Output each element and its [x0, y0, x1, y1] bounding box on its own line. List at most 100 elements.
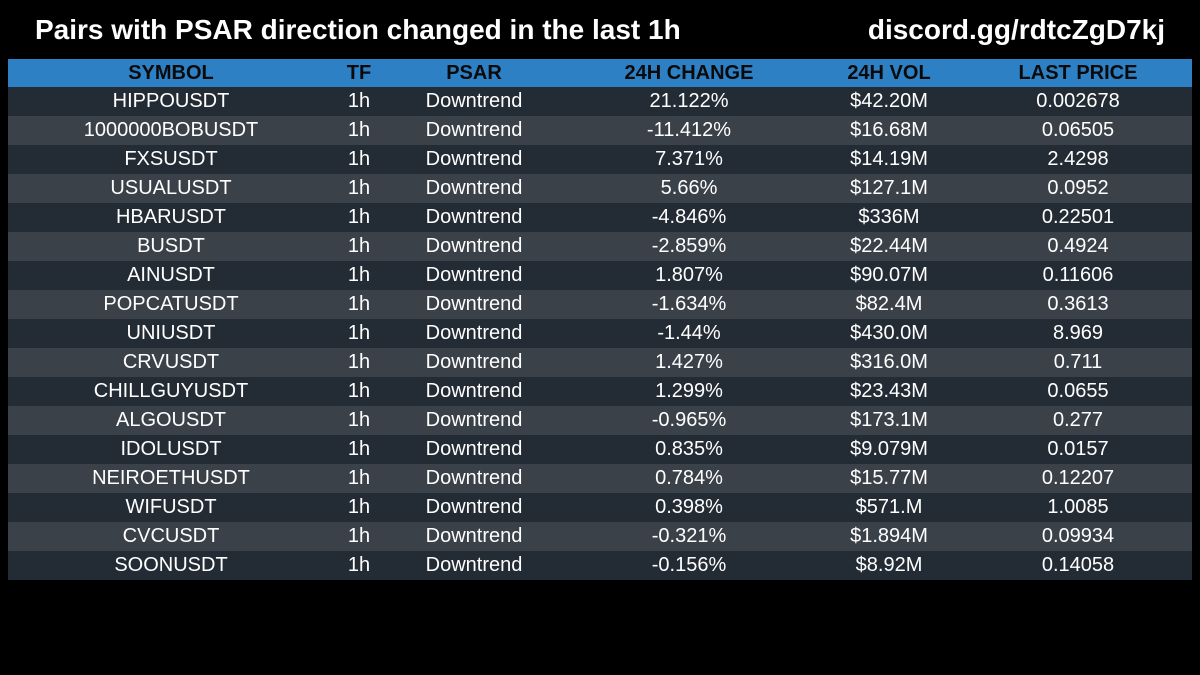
cell-24h-change: 21.122%: [649, 90, 729, 112]
table-row[interactable]: SOONUSDT 1h Downtrend -0.156% $8.92M 0.14058: [8, 551, 1192, 580]
cell-last-price: 8.969: [1052, 322, 1104, 344]
cell-last-price: 0.0655: [1047, 380, 1109, 402]
cell-24h-vol: $15.77M: [850, 467, 928, 489]
cell-24h-change: -11.412%: [646, 119, 732, 141]
cell-last-price: 0.12207: [1041, 467, 1115, 489]
cell-last-price: 0.14058: [1041, 554, 1115, 576]
discord-link[interactable]: discord.gg/rdtcZgD7kj: [867, 14, 1165, 45]
cell-24h-vol: $23.43M: [850, 380, 928, 402]
cell-psar: Downtrend: [425, 90, 523, 112]
cell-last-price: 0.0952: [1047, 177, 1109, 199]
cell-symbol: POPCATUSDT: [103, 293, 239, 315]
table-row[interactable]: CHILLGUYUSDT 1h Downtrend 1.299% $23.43M 0.06…: [8, 377, 1192, 406]
cell-psar: Downtrend: [425, 322, 523, 344]
cell-tf: 1h: [347, 409, 371, 431]
cell-symbol: ALGOUSDT: [115, 409, 227, 431]
cell-psar: Downtrend: [425, 380, 523, 402]
cell-symbol: 1000000BOBUSDT: [83, 119, 259, 141]
cell-symbol: CRVUSDT: [122, 351, 220, 373]
cell-24h-change: 1.299%: [655, 380, 723, 402]
table-row[interactable]: CVCUSDT 1h Downtrend -0.321% $1.894M 0.09934: [8, 522, 1192, 551]
cell-tf: 1h: [347, 525, 371, 547]
cell-24h-vol: $16.68M: [850, 119, 928, 141]
cell-tf: 1h: [347, 90, 371, 112]
cell-tf: 1h: [347, 322, 371, 344]
cell-tf: 1h: [347, 264, 371, 286]
column-header-last-price[interactable]: LAST PRICE: [1018, 61, 1138, 84]
table-row[interactable]: 1000000BOBUSDT 1h Downtrend -11.412% $16.68M…: [8, 116, 1192, 145]
cell-24h-change: 0.835%: [655, 438, 723, 460]
cell-psar: Downtrend: [425, 177, 523, 199]
cell-24h-change: -0.321%: [651, 525, 727, 547]
cell-24h-change: -1.634%: [651, 293, 727, 315]
cell-symbol: BUSDT: [137, 235, 205, 257]
column-header-symbol[interactable]: SYMBOL: [128, 61, 214, 84]
cell-24h-vol: $1.894M: [850, 525, 928, 547]
table-row[interactable]: CRVUSDT 1h Downtrend 1.427% $316.0M 0.711: [8, 348, 1192, 377]
cell-symbol: WIFUSDT: [125, 496, 217, 518]
cell-psar: Downtrend: [425, 496, 523, 518]
table-row[interactable]: IDOLUSDT 1h Downtrend 0.835% $9.079M 0.0157: [8, 435, 1192, 464]
table-header-row: SYMBOL TF PSAR 24H CHANGE 24H VOL LAST P…: [8, 59, 1192, 87]
column-header-tf[interactable]: TF: [346, 61, 372, 84]
cell-24h-vol: $14.19M: [850, 148, 928, 170]
cell-psar: Downtrend: [425, 264, 523, 286]
table-row[interactable]: AINUSDT 1h Downtrend 1.807% $90.07M 0.11606: [8, 261, 1192, 290]
cell-symbol: CVCUSDT: [122, 525, 220, 547]
cell-24h-vol: $82.4M: [855, 293, 923, 315]
cell-24h-vol: $127.1M: [850, 177, 928, 199]
table-row[interactable]: UNIUSDT 1h Downtrend -1.44% $430.0M 8.969: [8, 319, 1192, 348]
cell-last-price: 0.09934: [1041, 525, 1115, 547]
cell-last-price: 0.0157: [1047, 438, 1109, 460]
cell-symbol: CHILLGUYUSDT: [93, 380, 249, 402]
cell-last-price: 0.277: [1052, 409, 1104, 431]
cell-last-price: 0.22501: [1041, 206, 1115, 228]
cell-last-price: 0.11606: [1042, 264, 1114, 286]
table-row[interactable]: ALGOUSDT 1h Downtrend -0.965% $173.1M 0.277: [8, 406, 1192, 435]
cell-last-price: 0.002678: [1036, 90, 1120, 112]
column-header-24h-vol[interactable]: 24H VOL: [847, 61, 931, 84]
cell-tf: 1h: [347, 148, 371, 170]
cell-24h-vol: $316.0M: [850, 351, 928, 373]
table-row[interactable]: POPCATUSDT 1h Downtrend -1.634% $82.4M 0.3613: [8, 290, 1192, 319]
column-header-24h-change[interactable]: 24H CHANGE: [624, 61, 754, 84]
cell-last-price: 0.4924: [1047, 235, 1109, 257]
table-row[interactable]: USUALUSDT 1h Downtrend 5.66% $127.1M 0.0952: [8, 174, 1192, 203]
table-row[interactable]: HBARUSDT 1h Downtrend -4.846% $336M 0.22501: [8, 203, 1192, 232]
cell-psar: Downtrend: [425, 525, 523, 547]
cell-tf: 1h: [347, 351, 371, 373]
cell-24h-vol: $336M: [858, 206, 920, 228]
cell-24h-vol: $90.07M: [850, 264, 928, 286]
column-header-psar[interactable]: PSAR: [446, 61, 502, 84]
table-row[interactable]: NEIROETHUSDT 1h Downtrend 0.784% $15.77M 0.12…: [8, 464, 1192, 493]
cell-tf: 1h: [347, 496, 371, 518]
cell-symbol: FXSUSDT: [124, 148, 218, 170]
table-body: HIPPOUSDT 1h Downtrend 21.122% $42.20M 0.0026…: [8, 87, 1192, 580]
pairs-table: SYMBOL TF PSAR 24H CHANGE 24H VOL LAST P…: [8, 59, 1192, 580]
cell-psar: Downtrend: [425, 235, 523, 257]
cell-24h-vol: $22.44M: [850, 235, 928, 257]
cell-last-price: 2.4298: [1047, 148, 1109, 170]
cell-psar: Downtrend: [425, 119, 523, 141]
table-row[interactable]: BUSDT 1h Downtrend -2.859% $22.44M 0.4924: [8, 232, 1192, 261]
cell-tf: 1h: [347, 293, 371, 315]
cell-psar: Downtrend: [425, 438, 523, 460]
cell-24h-vol: $173.1M: [850, 409, 928, 431]
cell-psar: Downtrend: [425, 293, 523, 315]
cell-24h-vol: $8.92M: [855, 554, 923, 576]
cell-last-price: 0.06505: [1041, 119, 1115, 141]
table-row[interactable]: FXSUSDT 1h Downtrend 7.371% $14.19M 2.4298: [8, 145, 1192, 174]
cell-tf: 1h: [347, 438, 371, 460]
cell-symbol: IDOLUSDT: [120, 438, 222, 460]
cell-tf: 1h: [347, 554, 371, 576]
table-row[interactable]: WIFUSDT 1h Downtrend 0.398% $571.M 1.0085: [8, 493, 1192, 522]
cell-symbol: AINUSDT: [127, 264, 215, 286]
page-header: Pairs with PSAR direction changed in the…: [0, 0, 1200, 60]
cell-symbol: HBARUSDT: [115, 206, 226, 228]
cell-24h-change: -0.156%: [651, 554, 727, 576]
cell-24h-change: 5.66%: [660, 177, 718, 199]
cell-24h-change: -4.846%: [651, 206, 727, 228]
cell-symbol: SOONUSDT: [114, 554, 228, 576]
cell-tf: 1h: [347, 177, 371, 199]
table-row[interactable]: HIPPOUSDT 1h Downtrend 21.122% $42.20M 0.0026…: [8, 87, 1192, 116]
